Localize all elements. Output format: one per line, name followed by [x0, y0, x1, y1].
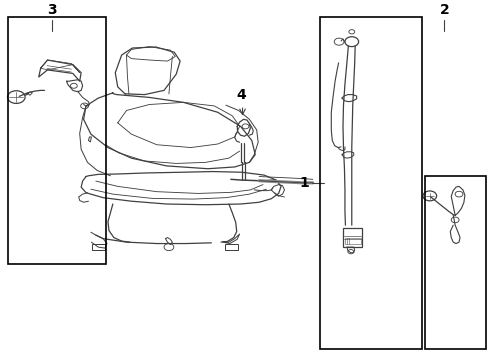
Text: 3: 3	[47, 3, 57, 17]
Text: 1: 1	[299, 176, 309, 190]
Bar	[424, 176, 485, 349]
Text: 2: 2	[439, 3, 448, 17]
Bar	[8, 17, 105, 264]
Bar	[224, 244, 237, 250]
Text: 4: 4	[236, 88, 245, 102]
Bar	[92, 244, 105, 250]
Bar	[320, 17, 422, 349]
Bar	[344, 238, 360, 244]
Bar	[343, 228, 361, 247]
